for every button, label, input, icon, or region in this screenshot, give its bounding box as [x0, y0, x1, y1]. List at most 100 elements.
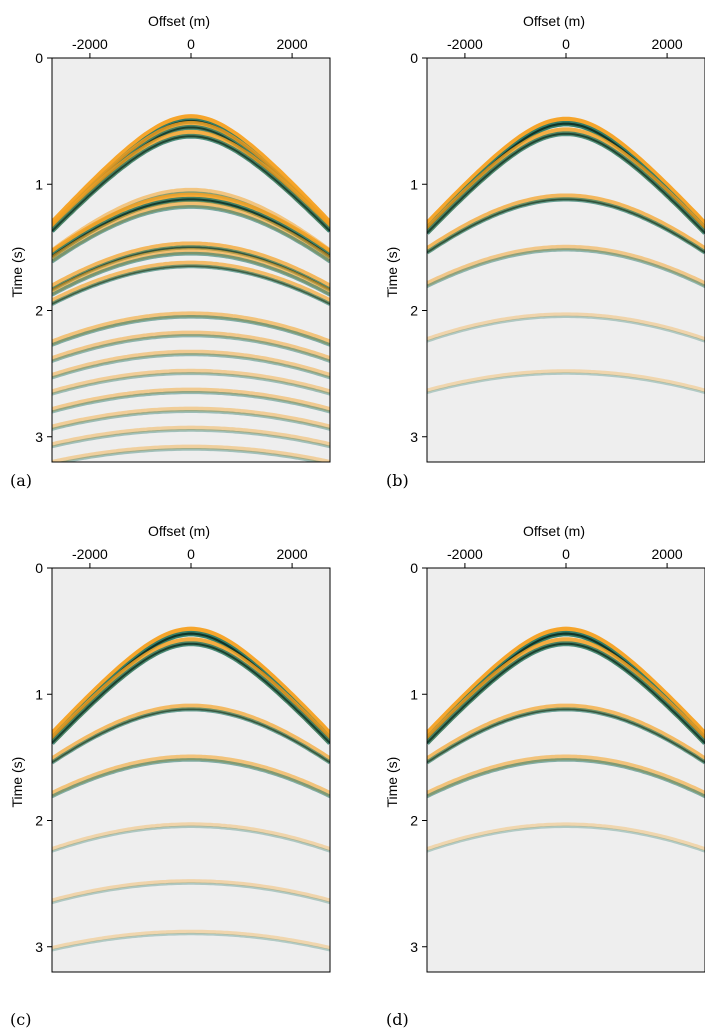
y-ticks: 0 1 2 3 [410, 560, 427, 955]
event-negative-lobe [52, 372, 330, 396]
seismic-events [52, 114, 330, 462]
event-10 [52, 311, 330, 347]
x-axis-label: Offset (m) [148, 13, 210, 29]
panel-label: (a) [10, 471, 32, 490]
x-tick-label: -2000 [72, 546, 108, 562]
seismic-events [52, 626, 330, 952]
event-16 [52, 425, 330, 449]
event-negative-lobe [52, 932, 330, 952]
panel-2: -2000 0 2000 Offset (m) 0 1 2 3 Time (s) (b) [384, 13, 705, 490]
event-positive-lobe [52, 425, 330, 447]
event-peak [427, 708, 705, 764]
y-tick-label: 0 [410, 50, 418, 66]
event-peak [427, 132, 705, 234]
y-tick-label: 3 [35, 939, 43, 955]
event-13 [52, 368, 330, 396]
panel-label: (d) [386, 1010, 409, 1029]
x-tick-label: 0 [562, 36, 570, 52]
panel-3: -2000 0 2000 Offset (m) 0 1 2 3 Time (s) (c) [9, 523, 331, 1029]
event-11 [52, 330, 330, 363]
y-tick-label: 0 [410, 560, 418, 576]
event-7 [52, 929, 330, 952]
event-negative-lobe [52, 353, 330, 380]
event-6 [52, 201, 330, 264]
y-tick-label: 3 [35, 429, 43, 445]
y-tick-label: 3 [410, 429, 418, 445]
event-5 [52, 192, 330, 259]
event-negative-lobe [427, 248, 705, 288]
event-15 [52, 406, 330, 431]
panel-label: (c) [10, 1010, 31, 1029]
y-tick-label: 1 [410, 686, 418, 702]
y-tick-label: 2 [410, 813, 418, 829]
event-negative-lobe [427, 372, 705, 395]
x-tick-label: 2000 [652, 36, 683, 52]
event-negative-lobe [57, 448, 325, 462]
event-negative-lobe [52, 205, 330, 264]
event-14 [52, 387, 330, 414]
y-tick-label: 1 [410, 176, 418, 192]
event-6 [52, 879, 330, 905]
y-tick-label: 1 [35, 176, 43, 192]
seismic-events [427, 626, 705, 853]
event-peak [52, 198, 330, 258]
panel-1: -2000 0 2000 Offset (m) 0 1 2 3 Time (s) (a) [9, 13, 331, 490]
event-4 [427, 754, 705, 799]
event-negative-lobe [52, 882, 330, 905]
event-peak [427, 642, 705, 744]
event-positive-lobe [52, 879, 330, 903]
event-positive-lobe [52, 201, 330, 262]
y-ticks: 0 1 2 3 [410, 50, 427, 445]
event-positive-lobe [52, 311, 330, 346]
event-5 [427, 312, 705, 343]
y-tick-label: 2 [35, 813, 43, 829]
x-tick-label: 2000 [277, 546, 308, 562]
x-tick-label: -2000 [447, 36, 483, 52]
x-tick-label: -2000 [447, 546, 483, 562]
x-tick-label: 0 [187, 36, 195, 52]
event-peak [52, 265, 330, 305]
event-5 [52, 822, 330, 853]
event-positive-lobe [52, 754, 330, 797]
event-negative-lobe [427, 758, 705, 799]
y-axis-label: Time (s) [9, 757, 25, 808]
event-3 [427, 703, 705, 765]
x-axis-label: Offset (m) [148, 523, 210, 539]
y-axis-label: Time (s) [384, 757, 400, 808]
event-negative-lobe [52, 410, 330, 431]
event-negative-lobe [52, 825, 330, 853]
y-tick-label: 2 [410, 303, 418, 319]
event-positive-lobe [52, 260, 330, 305]
event-5 [427, 822, 705, 853]
x-axis-label: Offset (m) [523, 523, 585, 539]
x-ticks: -2000 0 2000 [72, 546, 308, 568]
event-4 [427, 244, 705, 288]
event-12 [52, 349, 330, 380]
event-positive-lobe [427, 703, 705, 763]
event-positive-lobe [52, 349, 330, 378]
event-positive-lobe [52, 241, 330, 291]
event-8 [52, 248, 330, 297]
event-positive-lobe [52, 406, 330, 430]
event-negative-lobe [427, 825, 705, 853]
event-positive-lobe [427, 754, 705, 797]
event-17 [52, 444, 330, 462]
event-positive-lobe [427, 369, 705, 393]
y-tick-label: 3 [410, 939, 418, 955]
event-positive-lobe [52, 703, 330, 763]
x-tick-label: 0 [562, 546, 570, 562]
event-negative-lobe [427, 315, 705, 343]
y-tick-label: 0 [35, 50, 43, 66]
event-positive-lobe [52, 248, 330, 296]
event-positive-lobe [52, 822, 330, 851]
event-negative-lobe [52, 429, 330, 449]
x-ticks: -2000 0 2000 [72, 36, 308, 58]
event-3 [427, 193, 705, 255]
event-negative-lobe [52, 334, 330, 363]
event-positive-lobe [427, 822, 705, 851]
seismic-events [427, 116, 705, 395]
event-positive-lobe [427, 193, 705, 253]
event-3 [52, 129, 330, 233]
y-tick-label: 1 [35, 686, 43, 702]
event-2 [427, 637, 705, 745]
